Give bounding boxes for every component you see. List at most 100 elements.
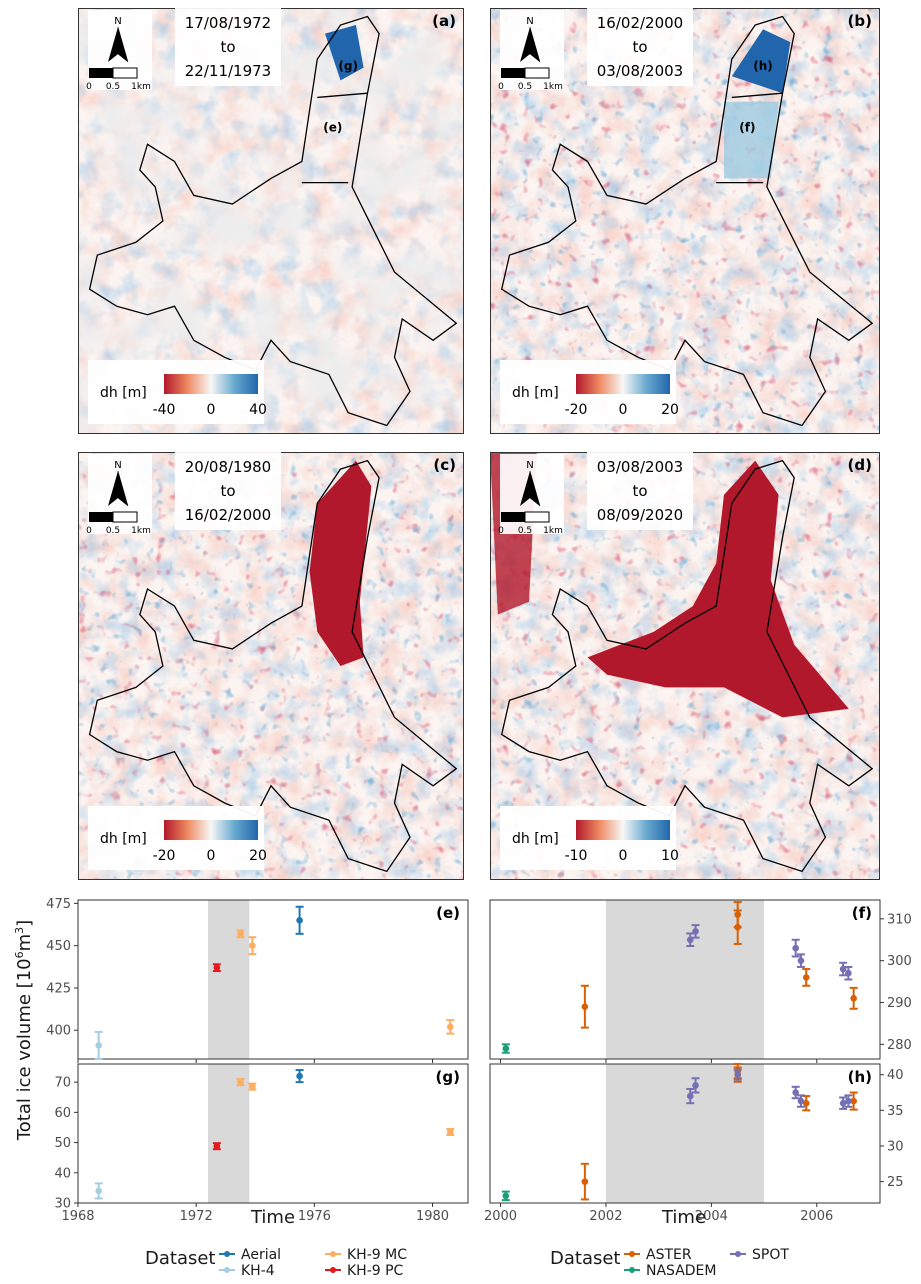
- x-tick-label: 1972: [180, 1209, 213, 1224]
- date-from: 17/08/1972: [185, 14, 271, 32]
- data-point: [249, 1083, 256, 1090]
- scale-label: 0.5: [106, 526, 120, 536]
- x-tick-label: 2004: [695, 1209, 728, 1224]
- date-from: 03/08/2003: [597, 458, 683, 476]
- north-arrow-icon: [117, 26, 129, 63]
- y-tick-label: 40: [54, 1166, 71, 1181]
- data-point: [850, 995, 857, 1002]
- legend-entry-label: Aerial: [241, 1247, 281, 1263]
- x-tick-label: 2002: [589, 1209, 622, 1224]
- date-from: 20/08/1980: [185, 458, 271, 476]
- ts-panel-e: (e) 400 425 450 475: [46, 897, 469, 1063]
- north-arrow-icon: [520, 27, 530, 62]
- panel-label: (f): [852, 904, 872, 922]
- colorbar-title: dh [m]: [100, 831, 147, 847]
- x-tick-label: 2000: [484, 1209, 517, 1224]
- zone-label: (e): [323, 121, 342, 135]
- x-tick-label: 1968: [61, 1209, 94, 1224]
- data-point: [296, 1072, 303, 1080]
- colorbar-tick-label: -40: [153, 402, 176, 418]
- colorbar-tick-label: 0: [619, 402, 628, 418]
- data-point: [802, 1099, 810, 1107]
- ts-border: [77, 1063, 469, 1204]
- legend-entry-label: ASTER: [646, 1247, 692, 1263]
- north-arrow-icon: [117, 470, 129, 507]
- legend-title: Dataset: [550, 1248, 621, 1269]
- date-box: [175, 452, 281, 530]
- date-to: 08/09/2020: [597, 506, 683, 524]
- data-point: [845, 1097, 852, 1105]
- ts-panel-g: (g) 30 40 50 60 70 1968 1972 1976 1980: [54, 1063, 469, 1224]
- data-point: [502, 1192, 510, 1200]
- data-point: [839, 1099, 847, 1107]
- y-axis-title: Total ice volume [106m3]: [13, 920, 35, 1141]
- scale-bar-white: [112, 67, 138, 79]
- map-gain-zone: [325, 25, 364, 81]
- y-tick-label: 70: [54, 1076, 71, 1091]
- glacier-outline: [500, 459, 874, 873]
- ts-shaded-period: [605, 900, 765, 1059]
- data-point: [581, 1003, 589, 1010]
- y-tick-label: 290: [887, 996, 912, 1011]
- legend-key-point: [629, 1267, 635, 1273]
- date-box: [175, 8, 281, 86]
- zone-label: (h): [753, 59, 773, 73]
- map-gain-zone-light: [724, 101, 779, 179]
- map-panels: (g) (e) (a) 17/08/1972 to 22/11/1973 N 0 0.5 1km d…: [78, 8, 880, 880]
- date-to: 22/11/1973: [185, 62, 271, 80]
- ts-background: [78, 900, 468, 1059]
- data-point: [850, 1097, 857, 1105]
- scale-label: 1km: [543, 82, 563, 92]
- zone-label: (g): [338, 59, 358, 73]
- ts-shaded-period: [605, 1064, 765, 1203]
- glacier-outline: [88, 15, 458, 427]
- colorbar-title: dh [m]: [512, 385, 559, 401]
- map-gain-zone: [731, 29, 791, 94]
- glacier-outline: [500, 15, 874, 427]
- data-point: [95, 1187, 102, 1195]
- north-arrow-icon: [108, 471, 118, 506]
- date-to-word: to: [632, 38, 647, 56]
- map-panel-d: (d) 03/08/2003 to 08/09/2020 N 0 0.5 1km dh [m]-…: [490, 452, 880, 880]
- panel-label: (d): [848, 456, 872, 474]
- zone-divider: [317, 92, 368, 99]
- colorbar-tick-label: 20: [661, 402, 679, 418]
- panel-label: (a): [432, 12, 456, 30]
- north-letter: N: [526, 460, 533, 471]
- zone-divider: [731, 92, 783, 99]
- colorbar-tick-label: 10: [661, 848, 679, 864]
- date-to-word: to: [220, 482, 235, 500]
- date-to-word: to: [632, 482, 647, 500]
- data-point: [734, 923, 742, 931]
- north-letter: N: [114, 16, 121, 27]
- y-tick-label: 25: [887, 1175, 904, 1190]
- scale-bar-black: [501, 512, 525, 522]
- colorbar-gradient: [164, 374, 258, 394]
- y-tick-label: 35: [887, 1104, 904, 1119]
- colorbar-tick-label: 0: [207, 402, 216, 418]
- scale-bar-black: [501, 68, 525, 78]
- data-point: [446, 1023, 454, 1031]
- ts-panel-h: (h) 25 30 35 40 2000 2002 2004 2006: [484, 1063, 904, 1224]
- scale-label: 1km: [131, 526, 151, 536]
- legend-key-point: [224, 1251, 230, 1257]
- y-tick-label: 60: [54, 1106, 71, 1121]
- data-point: [792, 1089, 799, 1096]
- map-panel-b: (h) (f) (b) 16/02/2000 to 03/08/2003 N 0 0.5 1km d…: [490, 8, 880, 434]
- colorbar-tick-label: 0: [207, 848, 216, 864]
- legend-key-point: [224, 1267, 230, 1273]
- date-box: [587, 452, 693, 530]
- data-point: [446, 1128, 454, 1136]
- glacier-outline: [88, 459, 458, 873]
- data-point: [581, 1178, 589, 1185]
- legend-key-point: [735, 1251, 741, 1257]
- scale-label: 0.5: [518, 82, 532, 92]
- legend-title: Dataset: [145, 1248, 216, 1269]
- legend-entry-label: KH-9 PC: [347, 1263, 404, 1279]
- ts-shaded-period: [208, 900, 250, 1059]
- panel-label: (e): [436, 904, 460, 922]
- y-tick-label: 300: [887, 954, 912, 969]
- zone-label: (f): [739, 121, 755, 135]
